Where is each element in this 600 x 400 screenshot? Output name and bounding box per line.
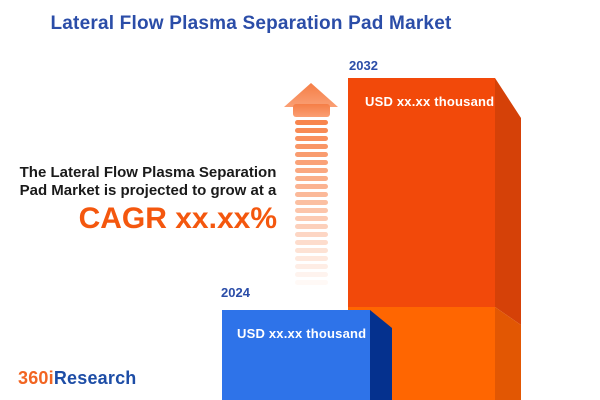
brand-logo: 360iResearch	[18, 368, 137, 389]
bar-2032-side-upper	[495, 78, 521, 325]
arrow-dash	[295, 200, 328, 205]
bar-2024-front	[222, 310, 370, 400]
projection-text: The Lateral Flow Plasma Separation Pad M…	[4, 164, 292, 199]
bar-2032-side-lower	[495, 307, 521, 400]
projection-text-line2: Pad Market is projected to grow at a	[19, 181, 277, 199]
growth-arrow-head-icon	[284, 83, 338, 107]
arrow-dash	[295, 168, 328, 173]
arrow-shaft	[295, 120, 328, 288]
arrow-dash	[295, 144, 328, 149]
arrow-dash	[295, 224, 328, 229]
arrow-dash	[295, 176, 328, 181]
bar-2032-front-upper	[348, 78, 495, 307]
arrow-dash	[295, 216, 328, 221]
arrow-dash	[295, 136, 328, 141]
arrow-dash	[295, 240, 328, 245]
cagr-value: CAGR xx.xx%	[78, 202, 277, 235]
arrow-dash	[295, 264, 328, 269]
arrow-dash	[295, 152, 328, 157]
arrow-dash	[295, 128, 328, 133]
arrow-dash	[295, 120, 328, 125]
growth-arrow-neck	[293, 104, 330, 117]
arrow-dash	[295, 232, 328, 237]
arrow-dash	[295, 280, 328, 285]
bar-2032-value-label: USD xx.xx thousand	[365, 94, 495, 109]
arrow-dash	[295, 272, 328, 277]
projection-text-line1: The Lateral Flow Plasma Separation	[19, 164, 277, 181]
page-title: Lateral Flow Plasma Separation Pad Marke…	[50, 13, 452, 34]
bar-2032-year-label: 2032	[349, 58, 378, 73]
arrow-dash	[295, 208, 328, 213]
arrow-dash	[295, 256, 328, 261]
arrow-dash	[295, 184, 328, 189]
brand-logo-prefix: 360i	[18, 368, 54, 388]
bar-2024-year-label: 2024	[221, 285, 250, 300]
arrow-dash	[295, 248, 328, 253]
arrow-dash	[295, 192, 328, 197]
arrow-dash	[295, 160, 328, 165]
bar-2024-value-label: USD xx.xx thousand	[237, 326, 367, 341]
bar-2024-side	[370, 310, 392, 400]
brand-logo-suffix: Research	[53, 368, 137, 388]
